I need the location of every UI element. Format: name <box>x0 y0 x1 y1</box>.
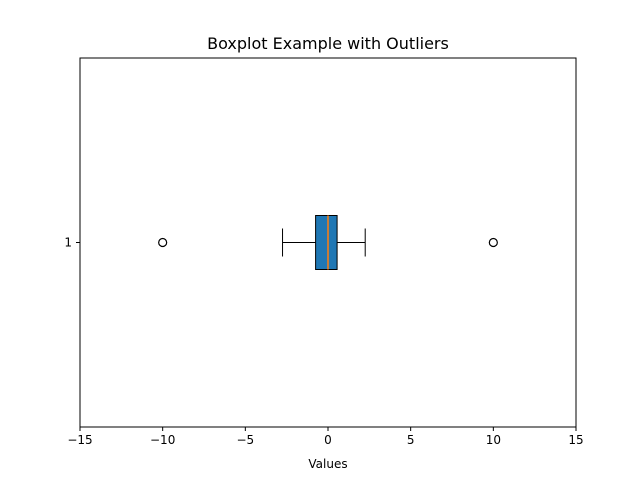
x-tick-label: −5 <box>236 433 254 447</box>
x-tick-label: −15 <box>67 433 92 447</box>
x-tick-label: −10 <box>150 433 175 447</box>
iqr-box <box>315 215 338 270</box>
outlier-point <box>488 237 498 248</box>
x-tick-label: 15 <box>568 433 583 447</box>
x-tick-label: 5 <box>407 433 415 447</box>
x-axis: −15 −10 −5 0 5 10 15 <box>67 427 584 447</box>
x-tick-label: 0 <box>324 433 332 447</box>
outlier-point <box>158 237 168 248</box>
chart-title: Boxplot Example with Outliers <box>207 34 449 53</box>
y-tick-label: 1 <box>64 236 72 250</box>
y-axis: 1 <box>64 236 80 250</box>
x-tick-label: 10 <box>486 433 501 447</box>
box-group <box>158 215 498 270</box>
data-marks <box>158 215 498 270</box>
x-axis-label: Values <box>308 457 347 471</box>
